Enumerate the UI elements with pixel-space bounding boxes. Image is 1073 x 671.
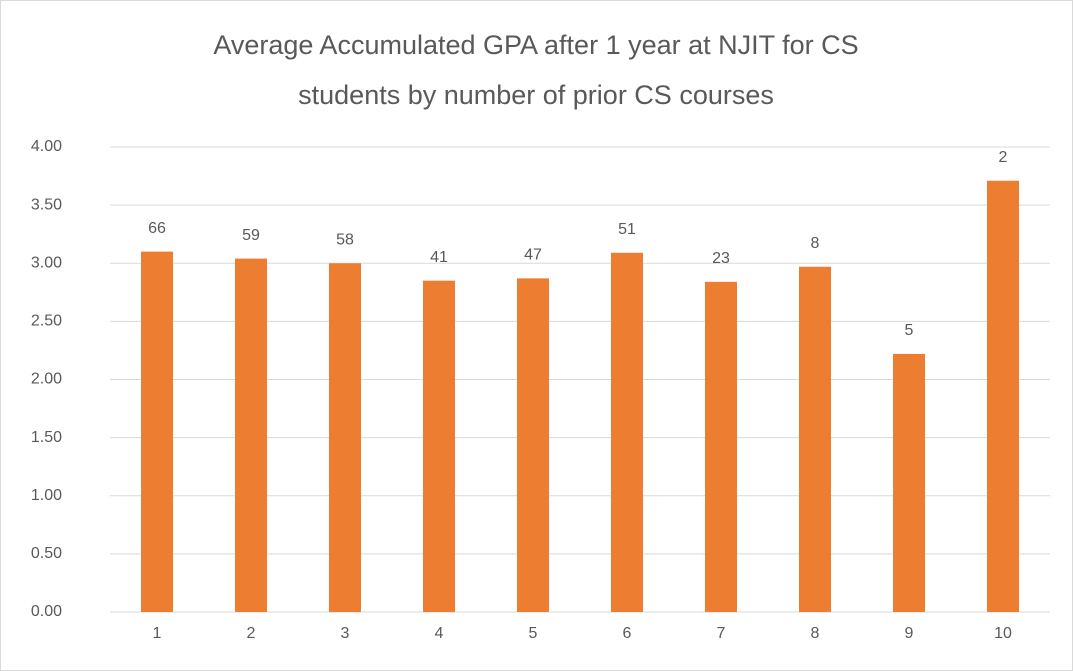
x-tick-label: 3: [341, 625, 350, 642]
x-tick-label: 2: [247, 625, 256, 642]
y-tick-label: 4.00: [31, 138, 62, 155]
bar: [611, 252, 643, 612]
y-tick-label: 2.00: [31, 371, 62, 388]
bar: [329, 263, 361, 612]
bar: [799, 266, 831, 612]
y-tick-label: 3.50: [31, 196, 62, 213]
y-tick-label: 2.50: [31, 313, 62, 330]
x-tick-label: 1: [153, 625, 162, 642]
bar: [517, 278, 549, 612]
count-label: 58: [336, 231, 354, 248]
x-tick-label: 4: [435, 625, 444, 642]
y-tick-label: 0.00: [31, 603, 62, 620]
y-tick-label: 1.50: [31, 429, 62, 446]
bar: [423, 280, 455, 612]
count-label: 59: [242, 227, 260, 244]
y-tick-label: 1.00: [31, 487, 62, 504]
x-tick-label: 8: [811, 625, 820, 642]
x-tick-label: 5: [529, 625, 538, 642]
count-label: 8: [811, 235, 820, 252]
x-tick-label: 9: [905, 625, 914, 642]
count-label: 2: [999, 149, 1008, 166]
chart-title: students by number of prior CS courses: [298, 80, 774, 110]
count-label: 66: [148, 220, 166, 237]
bar: [893, 353, 925, 612]
count-label: 23: [712, 250, 730, 267]
x-tick-label: 10: [994, 625, 1012, 642]
bar: [705, 281, 737, 612]
count-label: 5: [905, 322, 914, 339]
y-tick-label: 0.50: [31, 545, 62, 562]
count-label: 47: [524, 247, 542, 264]
count-label: 51: [618, 221, 636, 238]
bar: [987, 180, 1019, 612]
count-label: 41: [430, 249, 448, 266]
bar: [235, 258, 267, 612]
x-tick-label: 6: [623, 625, 632, 642]
chart-title: Average Accumulated GPA after 1 year at …: [213, 30, 858, 60]
y-tick-label: 3.00: [31, 254, 62, 271]
x-tick-label: 7: [717, 625, 726, 642]
bar: [141, 251, 173, 612]
